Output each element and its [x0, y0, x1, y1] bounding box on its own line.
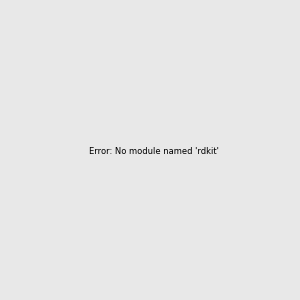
Text: Error: No module named 'rdkit': Error: No module named 'rdkit': [89, 147, 219, 156]
